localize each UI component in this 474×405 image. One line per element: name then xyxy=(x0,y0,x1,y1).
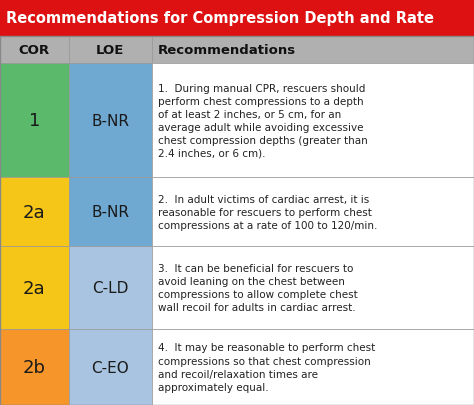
Bar xyxy=(0,64,69,178)
Text: 2b: 2b xyxy=(23,358,46,376)
Bar xyxy=(69,36,152,64)
Text: 2a: 2a xyxy=(23,279,46,297)
Text: 2a: 2a xyxy=(23,203,46,221)
Text: 3.  It can be beneficial for rescuers to
avoid leaning on the chest between
comp: 3. It can be beneficial for rescuers to … xyxy=(158,264,358,313)
Text: C-EO: C-EO xyxy=(91,360,129,375)
Text: B-NR: B-NR xyxy=(91,205,129,220)
Bar xyxy=(152,329,474,405)
Bar xyxy=(152,36,474,64)
Bar xyxy=(69,247,152,329)
Bar xyxy=(69,64,152,178)
Text: COR: COR xyxy=(19,44,50,57)
Bar xyxy=(152,247,474,329)
Text: 1: 1 xyxy=(29,112,40,130)
Bar xyxy=(0,0,474,36)
Bar xyxy=(0,247,69,329)
Bar xyxy=(69,178,152,247)
Bar xyxy=(152,64,474,178)
Bar xyxy=(0,36,69,64)
Bar xyxy=(152,178,474,247)
Bar xyxy=(0,329,69,405)
Text: LOE: LOE xyxy=(96,44,124,57)
Text: 1.  During manual CPR, rescuers should
perform chest compressions to a depth
of : 1. During manual CPR, rescuers should pe… xyxy=(158,83,368,158)
Text: Recommendations for Compression Depth and Rate: Recommendations for Compression Depth an… xyxy=(6,11,434,26)
Text: B-NR: B-NR xyxy=(91,113,129,128)
Text: C-LD: C-LD xyxy=(92,281,128,296)
Text: Recommendations: Recommendations xyxy=(157,44,295,57)
Bar xyxy=(69,329,152,405)
Bar xyxy=(0,178,69,247)
Text: 4.  It may be reasonable to perform chest
compressions so that chest compression: 4. It may be reasonable to perform chest… xyxy=(158,343,375,392)
Text: 2.  In adult victims of cardiac arrest, it is
reasonable for rescuers to perform: 2. In adult victims of cardiac arrest, i… xyxy=(158,194,378,230)
